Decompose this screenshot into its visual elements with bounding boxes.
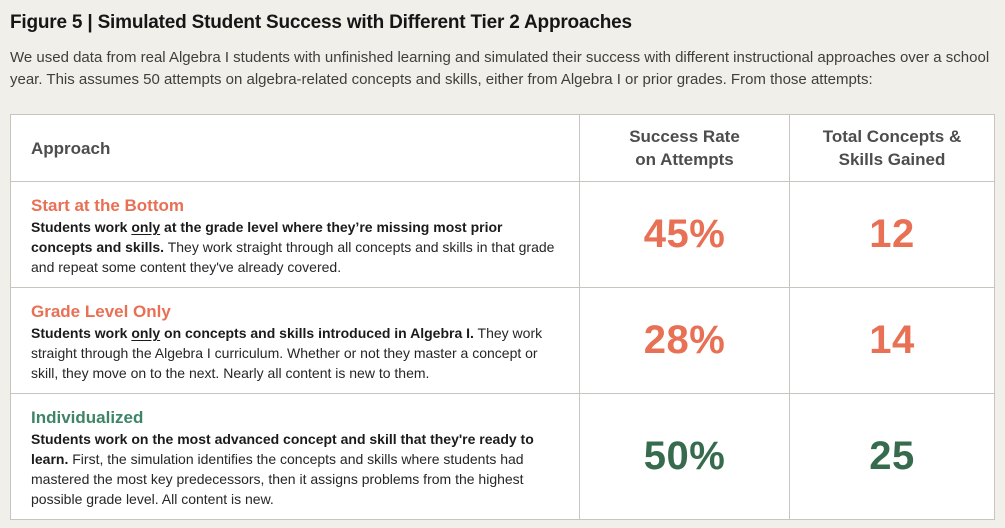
approach-cell: Grade Level Only Students work only on co… bbox=[11, 288, 579, 393]
table-header-row: Approach Success Rate on Attempts Total Con… bbox=[11, 115, 994, 181]
column-header-success-rate: Success Rate on Attempts bbox=[579, 115, 789, 181]
approach-name: Grade Level Only bbox=[31, 302, 171, 321]
table-body: Start at the Bottom Students work only at… bbox=[11, 181, 994, 519]
approach-name: Individualized bbox=[31, 408, 144, 427]
success-rate-value: 50% bbox=[579, 394, 789, 519]
table-row: Grade Level Only Students work only on co… bbox=[11, 287, 994, 393]
figure-description: We used data from real Algebra I student… bbox=[10, 49, 990, 88]
skills-gained-value: 14 bbox=[789, 288, 994, 393]
success-rate-value: 45% bbox=[579, 182, 789, 287]
approach-cell: Individualized Students work on the most … bbox=[11, 394, 579, 519]
approaches-table: Approach Success Rate on Attempts Total Con… bbox=[10, 114, 995, 520]
approach-cell: Start at the Bottom Students work only at… bbox=[11, 182, 579, 287]
approach-name: Start at the Bottom bbox=[31, 196, 184, 215]
success-rate-value: 28% bbox=[579, 288, 789, 393]
figure-title: Figure 5 | Simulated Student Success wit… bbox=[10, 12, 632, 33]
approach-description: Students work on the most advanced conce… bbox=[31, 431, 534, 507]
approach-description: Students work only on concepts and skill… bbox=[31, 325, 543, 381]
table-row: Individualized Students work on the most … bbox=[11, 393, 994, 519]
skills-gained-value: 12 bbox=[789, 182, 994, 287]
skills-gained-value: 25 bbox=[789, 394, 994, 519]
approach-description: Students work only at the grade level wh… bbox=[31, 219, 555, 275]
column-header-skills-gained: Total Concepts & Skills Gained bbox=[789, 115, 994, 181]
column-header-approach: Approach bbox=[31, 138, 111, 158]
table-row: Start at the Bottom Students work only at… bbox=[11, 181, 994, 287]
